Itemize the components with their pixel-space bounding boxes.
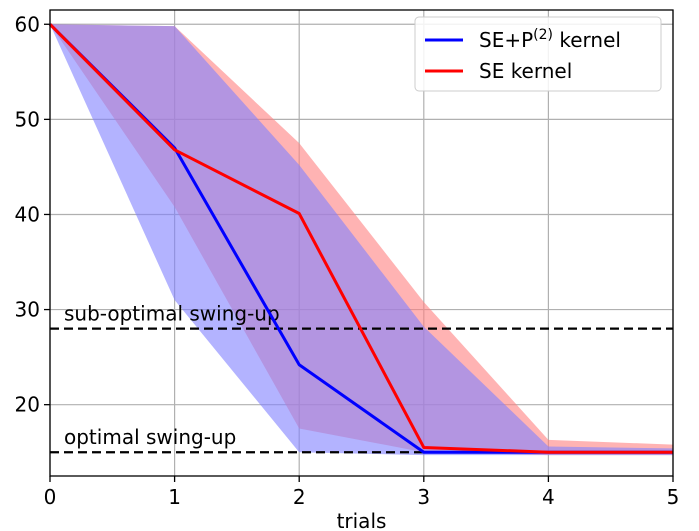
y-axis-ticks: 20 30 40 50 60 <box>15 12 50 417</box>
x-tick-label: 2 <box>293 485 306 509</box>
y-tick-label: 20 <box>15 393 40 417</box>
legend-label-se: SE kernel <box>479 59 572 83</box>
plot-frame <box>49 9 674 477</box>
axes-box <box>49 9 674 477</box>
series-line-0 <box>48 23 673 454</box>
reference-line-label: sub-optimal swing-up <box>64 302 280 326</box>
legend-label-superscript: (2) <box>533 27 553 43</box>
legend-box <box>414 16 662 92</box>
y-tick-label: 50 <box>15 107 40 131</box>
legend-label-suffix: kernel <box>553 28 621 52</box>
x-axis-ticks: 0 1 2 3 4 5 <box>44 476 680 509</box>
reference-line-label: optimal swing-up <box>64 425 236 449</box>
x-tick-label: 1 <box>168 485 181 509</box>
legend: SE+P(2) kernel SE kernel <box>414 16 662 92</box>
x-tick-label: 4 <box>542 485 555 509</box>
legend-label-se-p2: SE+P(2) kernel <box>479 27 621 52</box>
x-axis-label: trials <box>337 509 387 531</box>
x-tick-label: 0 <box>44 485 57 509</box>
x-tick-label: 5 <box>667 485 680 509</box>
y-tick-label: 30 <box>15 298 40 322</box>
series-lines <box>48 23 673 454</box>
confidence-band-1 <box>50 24 673 456</box>
x-tick-label: 3 <box>417 485 430 509</box>
legend-label-main: SE+P <box>479 28 533 52</box>
y-tick-label: 60 <box>15 12 40 36</box>
confidence-bands <box>50 24 673 456</box>
y-tick-label: 40 <box>15 202 40 226</box>
